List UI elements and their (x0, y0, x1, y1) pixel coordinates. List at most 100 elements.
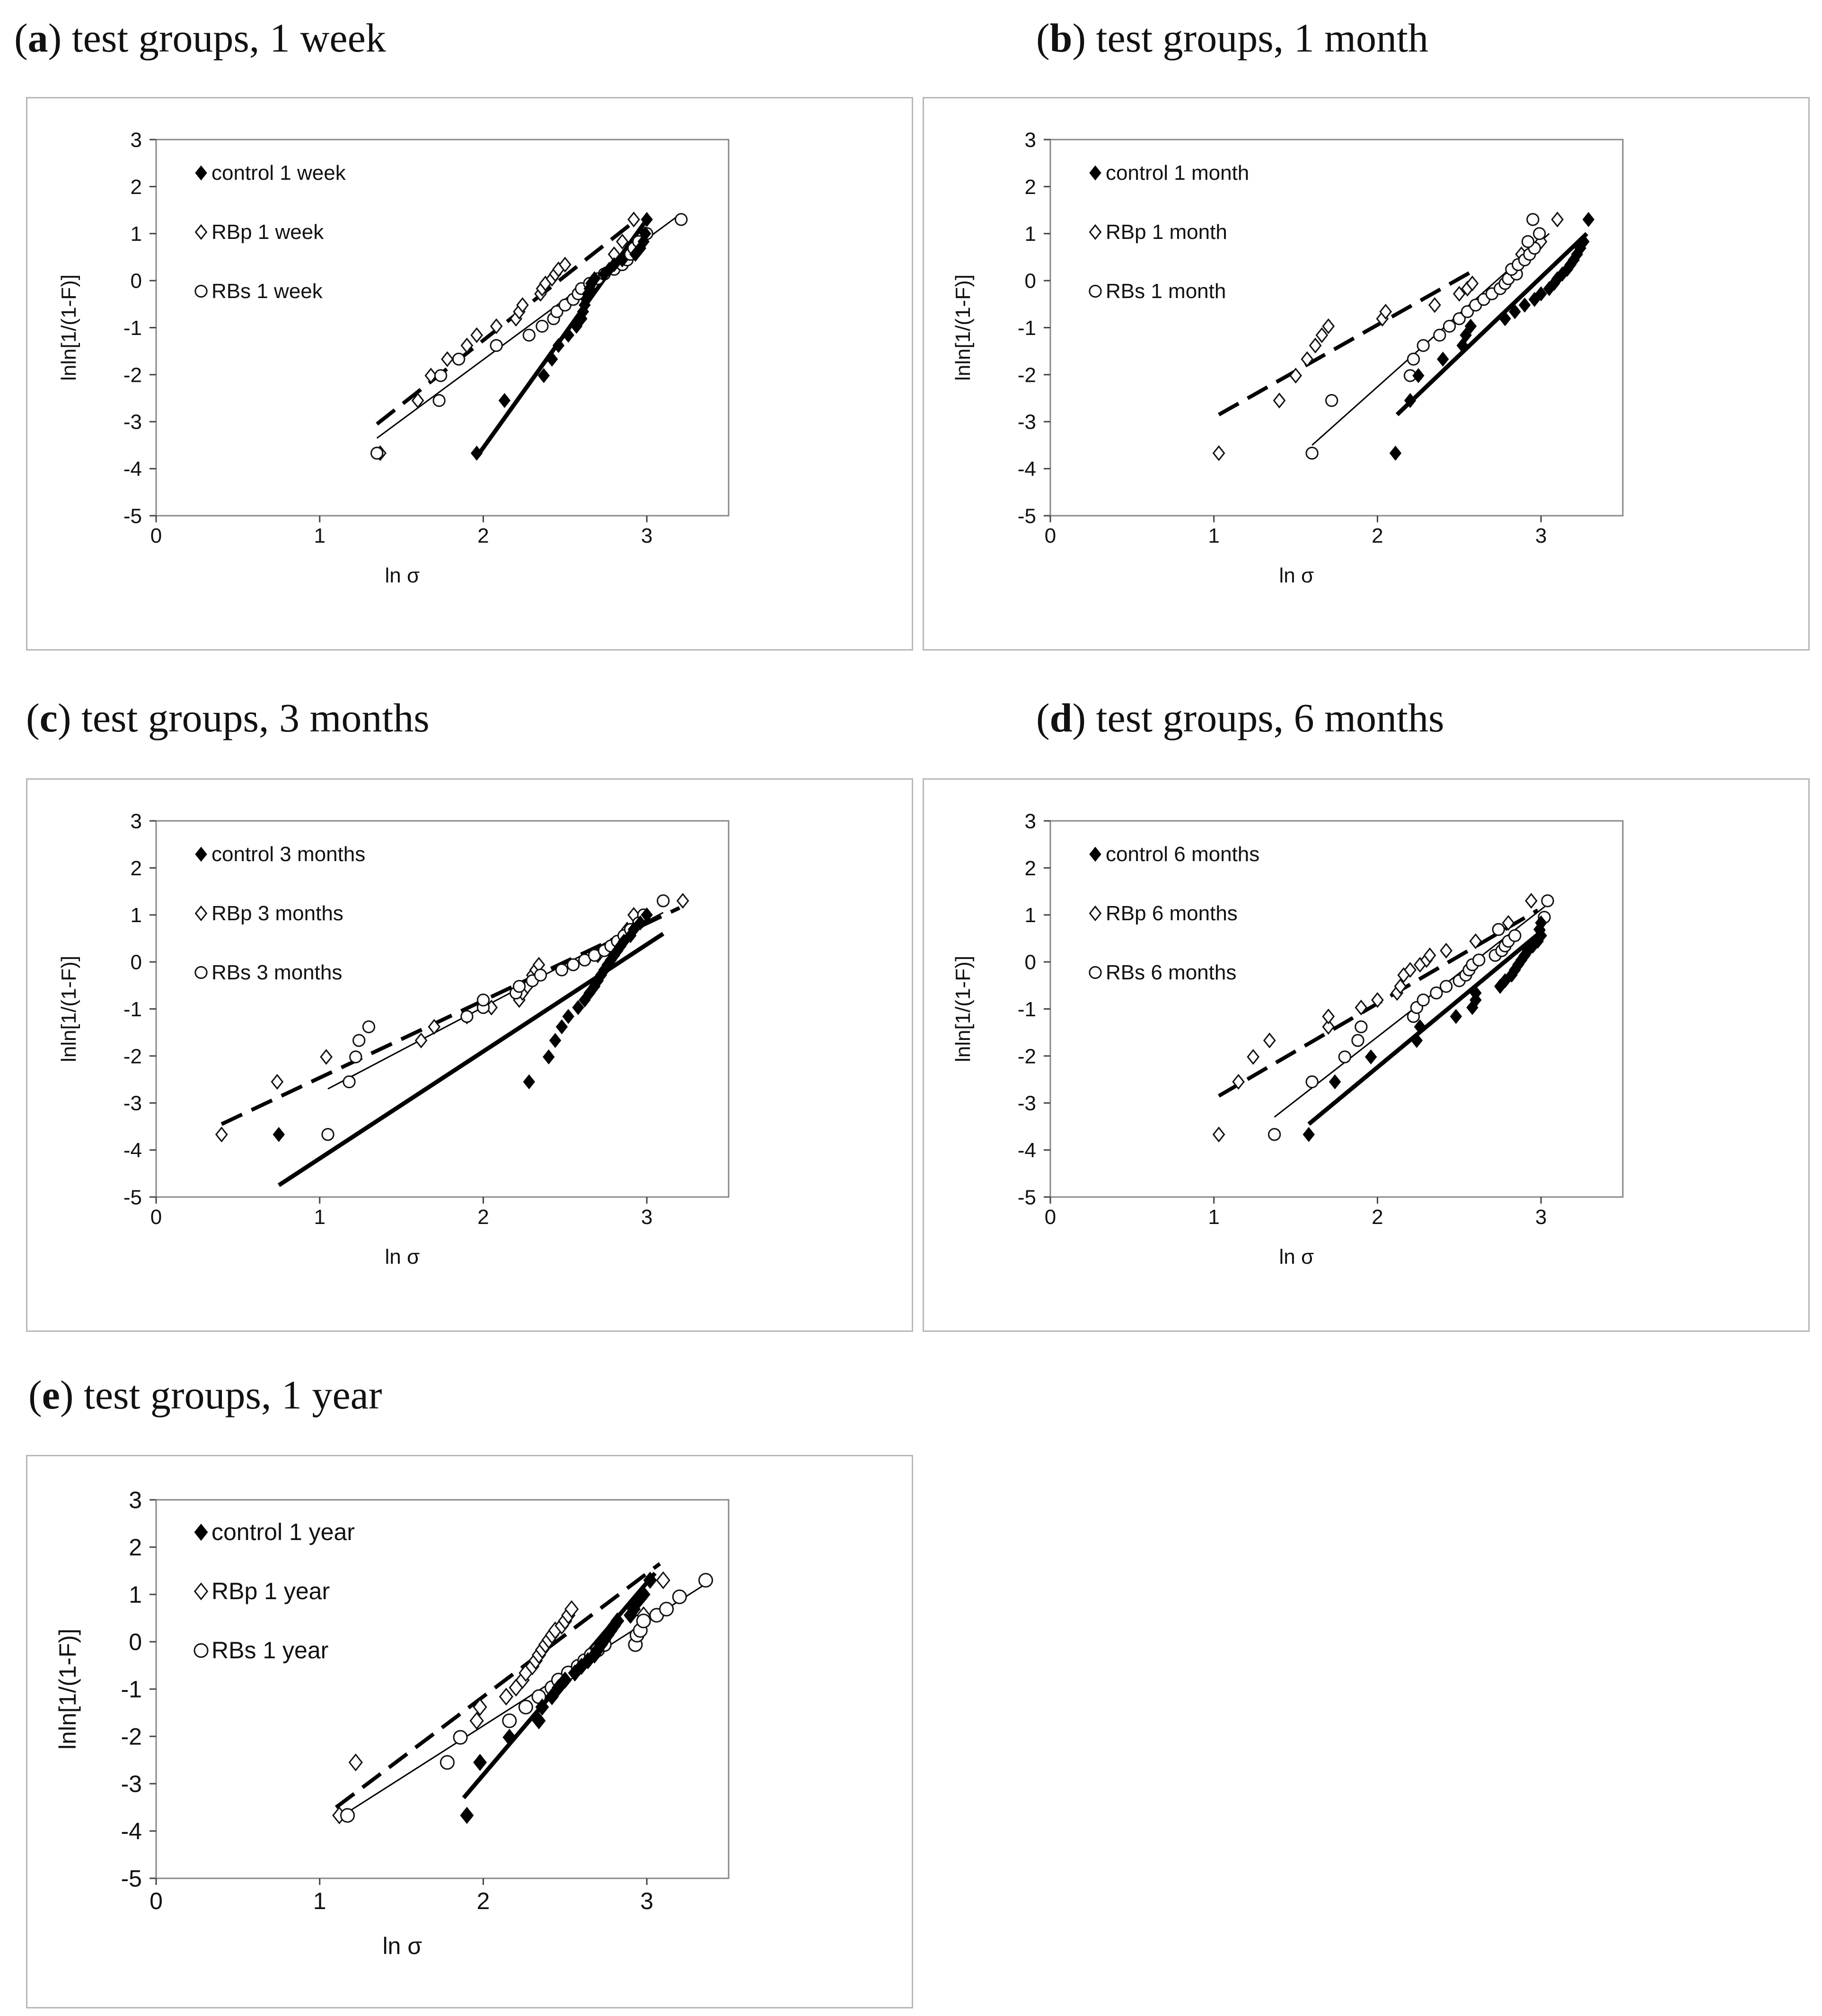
data-point (1404, 393, 1417, 408)
legend-label: control 1 month (1106, 161, 1249, 185)
fit-line-rbp-1-week (376, 220, 635, 426)
x-tick-label: 2 (1372, 1206, 1383, 1229)
data-point (643, 1571, 657, 1589)
data-point (441, 351, 454, 367)
x-tick-label: 0 (1045, 524, 1056, 547)
y-tick-label: 3 (129, 1487, 142, 1514)
legend-label: RBs 3 months (211, 961, 342, 984)
y-tick-label: 1 (131, 222, 142, 246)
data-point (675, 213, 688, 226)
y-tick-label: -3 (1018, 1092, 1036, 1115)
panel-caption-d: (d) test groups, 6 months (1036, 695, 1444, 740)
data-point (562, 327, 574, 343)
y-tick-label: -5 (123, 504, 142, 528)
x-tick-label: 3 (1535, 1206, 1547, 1229)
data-point (1303, 1127, 1315, 1142)
data-point (271, 1074, 284, 1090)
data-point (656, 1571, 670, 1589)
data-point (1325, 394, 1338, 407)
data-point (476, 993, 490, 1007)
data-point (1371, 992, 1384, 1008)
data-point (460, 1806, 474, 1824)
data-point (676, 893, 689, 909)
x-tick-label: 3 (641, 1206, 652, 1229)
data-point (424, 368, 438, 384)
legend-marker (1089, 846, 1101, 862)
y-tick-label: 1 (1025, 222, 1036, 246)
data-point (1443, 319, 1456, 333)
data-point (453, 1730, 468, 1745)
data-point (1472, 953, 1486, 967)
y-tick-label: -5 (123, 1186, 142, 1209)
data-point (555, 963, 569, 977)
data-point (1499, 311, 1511, 326)
series-rbs-6-months (1267, 894, 1554, 1141)
y-tick-label: -3 (1018, 411, 1036, 434)
legend-marker (1089, 224, 1102, 240)
data-point (1460, 327, 1472, 343)
y-tick-label: -2 (121, 1724, 142, 1750)
data-point (672, 1589, 687, 1604)
data-point (657, 894, 670, 907)
data-point (1509, 304, 1521, 319)
y-tick-label: -4 (1018, 1139, 1036, 1162)
data-point (1389, 445, 1402, 461)
data-point (537, 368, 550, 383)
data-point (1469, 933, 1482, 950)
data-point (473, 1698, 487, 1716)
plot-area (155, 139, 730, 517)
legend-label: RBs 1 week (211, 280, 323, 303)
data-point (512, 980, 526, 993)
x-tick-label: 2 (477, 524, 489, 547)
fit-line-control-1-month (1395, 232, 1589, 416)
y-tick-label: -5 (1018, 1186, 1036, 1209)
data-point (1456, 338, 1469, 353)
data-point (502, 1728, 517, 1746)
data-point (1355, 1020, 1368, 1033)
data-point (1414, 1019, 1426, 1035)
chart-0: 3 2 1 0 -1 -2 -3 -4 -5 0 1 2 3 ln σ lnln[1/(1-F)] contr… (57, 128, 730, 587)
data-point (616, 252, 629, 268)
y-tick-label: -3 (123, 1092, 142, 1115)
y-tick-label: -3 (123, 411, 142, 434)
x-tick-label: 3 (1535, 524, 1547, 547)
y-axis-label: lnln[1/(1-F)] (57, 274, 80, 381)
data-point (698, 1573, 713, 1588)
y-tick-label: 3 (131, 128, 142, 151)
legend-label: RBp 1 month (1106, 220, 1227, 244)
data-point (1440, 942, 1452, 959)
y-tick-label: -1 (121, 1676, 142, 1703)
plot-area (155, 820, 730, 1198)
x-tick-label: 0 (150, 1206, 162, 1229)
y-axis-label: lnln[1/(1-F)] (57, 956, 80, 1062)
y-tick-label: -4 (123, 1139, 142, 1162)
data-point (215, 1127, 228, 1143)
data-point (1263, 1032, 1276, 1048)
data-point (1267, 1128, 1281, 1141)
data-point (1436, 352, 1449, 367)
y-tick-label: -5 (1018, 504, 1036, 528)
data-point (1525, 893, 1538, 909)
data-point (1351, 1034, 1364, 1047)
data-point (1305, 447, 1319, 460)
series-control-1-month (1389, 212, 1595, 461)
data-point (641, 907, 653, 923)
x-tick-label: 0 (150, 1888, 163, 1914)
legend: control 1 year RBp 1 year RBs 1 year (194, 1519, 355, 1664)
data-point (1492, 923, 1505, 936)
data-point (352, 1034, 366, 1047)
legend-marker (1089, 905, 1102, 922)
series-rbp-6-months (1212, 893, 1538, 1143)
data-point (636, 1613, 651, 1629)
data-point (370, 447, 384, 460)
data-point (562, 1009, 574, 1024)
data-point (637, 234, 650, 249)
chart-frame-a (26, 97, 913, 651)
data-point (452, 352, 466, 366)
data-point (1329, 1074, 1341, 1090)
y-tick-label: -4 (123, 458, 142, 481)
y-axis-label: lnln[1/(1-F)] (951, 956, 975, 1062)
x-tick-label: 0 (1045, 1206, 1056, 1229)
series-rbp-1-year (332, 1571, 670, 1824)
x-tick-label: 1 (313, 1888, 326, 1914)
